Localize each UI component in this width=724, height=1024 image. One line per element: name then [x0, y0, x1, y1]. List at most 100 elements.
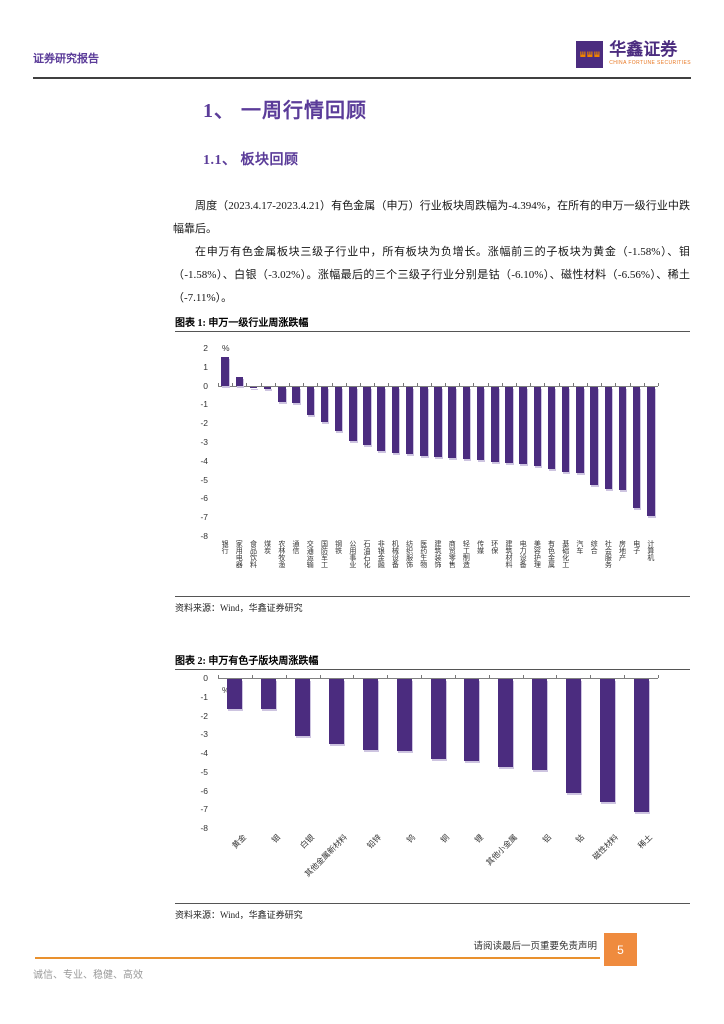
x-axis-tick — [658, 382, 659, 386]
bar — [632, 386, 641, 508]
x-axis-tick — [445, 382, 447, 386]
x-axis-category-label: 建筑装饰 — [433, 540, 442, 568]
y-axis-tick-label: -8 — [200, 531, 208, 541]
bar — [498, 679, 514, 768]
figure-2-source: 资料来源：Wind，华鑫证券研究 — [175, 910, 303, 920]
bar — [547, 386, 556, 470]
figure-2-caption: 图表 2: 申万有色子版块周涨跌幅 — [175, 656, 319, 667]
bar — [306, 386, 314, 415]
x-axis-category-label: 电力设备 — [519, 540, 528, 568]
bar — [362, 679, 378, 751]
x-axis-tick — [353, 675, 355, 678]
x-axis-category-label: 石油石化 — [363, 540, 372, 568]
bar — [576, 386, 584, 474]
bar — [599, 679, 615, 802]
x-axis-tick — [251, 675, 253, 678]
x-axis-tick — [317, 382, 319, 386]
x-axis-category-label: 基础化工 — [561, 540, 570, 568]
bar — [590, 386, 598, 486]
y-axis-tick-label: -7 — [200, 512, 208, 523]
y-axis-tick-label: -3 — [200, 437, 208, 447]
x-axis-tick — [590, 675, 592, 678]
x-axis-tick — [421, 675, 423, 678]
bar — [618, 386, 627, 490]
y-axis-tick-label: -1 — [200, 691, 208, 702]
x-axis-tick — [601, 382, 603, 386]
figure-1-caption-rule — [175, 331, 690, 332]
bar — [292, 386, 300, 404]
x-axis-category-label: 机械设备 — [391, 540, 400, 568]
bar — [235, 376, 244, 386]
x-axis-tick — [303, 382, 305, 386]
bar — [295, 679, 311, 736]
x-axis-tick — [459, 382, 461, 386]
bar — [464, 679, 480, 761]
bar — [420, 386, 428, 456]
x-axis-category-label: 交通运输 — [306, 540, 315, 568]
x-axis-category-label: 汽车 — [575, 540, 584, 554]
x-axis-tick — [388, 382, 390, 386]
bar — [491, 386, 499, 462]
x-axis-tick — [658, 675, 659, 678]
y-axis-tick-label: -1 — [200, 399, 208, 410]
bar — [430, 679, 446, 759]
x-axis-tick — [572, 382, 574, 386]
bar — [565, 679, 581, 794]
x-axis-category-label: 环保 — [490, 540, 499, 554]
x-axis-tick — [615, 382, 617, 386]
bar — [647, 386, 655, 517]
bar — [476, 386, 485, 461]
header-divider — [33, 77, 691, 79]
x-axis-tick — [331, 382, 333, 386]
x-axis-tick — [624, 675, 626, 678]
bar — [334, 386, 343, 431]
x-axis-tick — [522, 675, 524, 678]
nonferrous-subsector-weekly-change-bar-chart: 0 -1 -2 -3 -4 -5 -6 -7 -8% 黄金钼白银 其他金属新材料 铅锌钨铜锂其他小金属… — [170, 670, 690, 902]
bar — [533, 386, 542, 467]
x-axis-tick — [473, 382, 475, 386]
x-axis-tick — [288, 382, 290, 386]
bar — [633, 679, 649, 813]
x-axis-tick — [274, 382, 276, 386]
x-axis-category-label: 商贸零售 — [448, 540, 457, 568]
y-axis-tick-label: -6 — [200, 785, 208, 796]
x-axis-category-label: 建筑材料 — [504, 540, 513, 568]
y-axis-unit-label: % — [222, 685, 230, 695]
x-axis-category-label: 电子 — [632, 540, 641, 554]
x-axis-line — [218, 678, 658, 679]
y-axis-tick-label: -7 — [200, 804, 208, 815]
brand-text: 华鑫证券 CHINA FORTUNE SECURITIES — [609, 41, 691, 66]
x-axis-category-label: 计算机 — [646, 540, 655, 561]
body-paragraph-2: 在申万有色金属板块三级子行业中，所有板块为负增长。涨幅前三的子板块为黄金（-1.… — [173, 246, 690, 304]
figure-1-caption: 图表 1: 申万一级行业周涨跌幅 — [175, 318, 309, 329]
y-axis-tick-label: -8 — [200, 823, 208, 833]
bar — [320, 386, 329, 422]
bar — [604, 386, 613, 490]
x-axis-tick — [402, 382, 404, 386]
y-axis-tick-label: 1 — [203, 361, 208, 372]
x-axis-category-label: 社会服务 — [604, 540, 613, 568]
x-axis-category-label: 传媒 — [476, 540, 485, 554]
bar — [434, 386, 442, 458]
x-axis-category-label: 钢铁 — [334, 540, 343, 554]
bar — [328, 679, 344, 744]
x-axis-category-label: 煤炭 — [263, 540, 272, 554]
subsection-title: 1.1、 板块回顾 — [203, 153, 299, 168]
bar — [349, 386, 357, 441]
x-axis-category-label: 公用事业 — [348, 540, 357, 568]
company-motto: 诚信、专业、稳健、高效 — [33, 970, 143, 981]
x-axis-tick — [558, 382, 560, 386]
section-title: 1、 一周行情回顾 — [203, 100, 367, 122]
x-axis-tick — [345, 382, 347, 386]
bar — [448, 386, 456, 459]
bar — [405, 386, 414, 455]
bar — [532, 679, 548, 770]
y-axis-tick-label: -6 — [200, 493, 208, 504]
report-type-label: 证券研究报告 — [33, 53, 99, 65]
x-axis-category-label: 家用电器 — [235, 540, 244, 568]
x-axis-tick — [359, 382, 361, 386]
bar — [519, 386, 527, 465]
y-axis-tick-label: 0 — [203, 380, 208, 391]
x-axis-category-label: 通信 — [292, 540, 301, 554]
x-axis-tick — [260, 382, 262, 386]
